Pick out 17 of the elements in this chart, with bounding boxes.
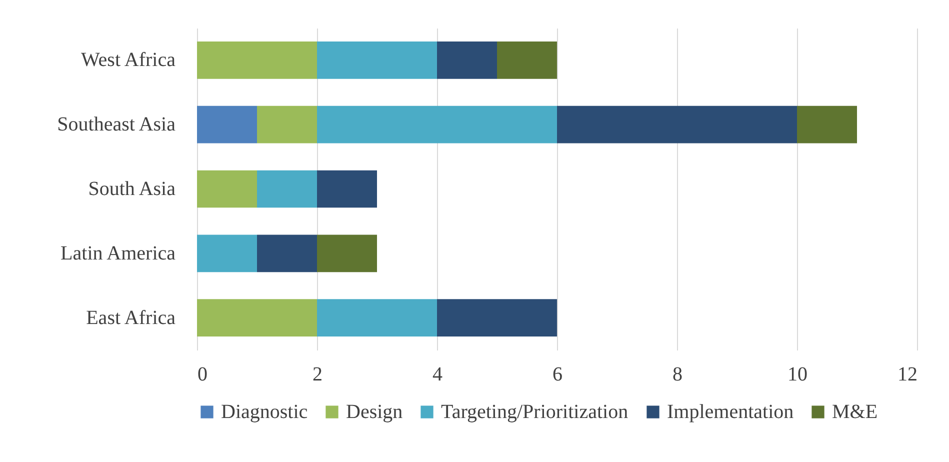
y-tick-label: Southeast Asia <box>57 114 176 136</box>
x-tick-label: 6 <box>552 364 562 386</box>
legend-label: Diagnostic <box>221 401 308 423</box>
legend-label: Design <box>346 401 403 423</box>
x-tick-label: 10 <box>788 364 808 386</box>
legend-label: M&E <box>832 401 878 423</box>
y-tick-label: East Africa <box>86 306 176 329</box>
y-tick-label: Latin America <box>60 242 176 264</box>
x-tick-label: 0 <box>198 364 208 386</box>
legend-label: Implementation <box>667 401 794 423</box>
x-tick-label: 8 <box>672 364 682 386</box>
legend-label: Targeting/Prioritization <box>441 401 628 423</box>
y-tick-label: West Africa <box>81 49 176 72</box>
x-tick-label: 12 <box>898 364 918 386</box>
x-tick-label: 2 <box>312 364 322 386</box>
x-tick-label: 4 <box>432 364 442 386</box>
y-tick-label: South Asia <box>88 178 176 200</box>
